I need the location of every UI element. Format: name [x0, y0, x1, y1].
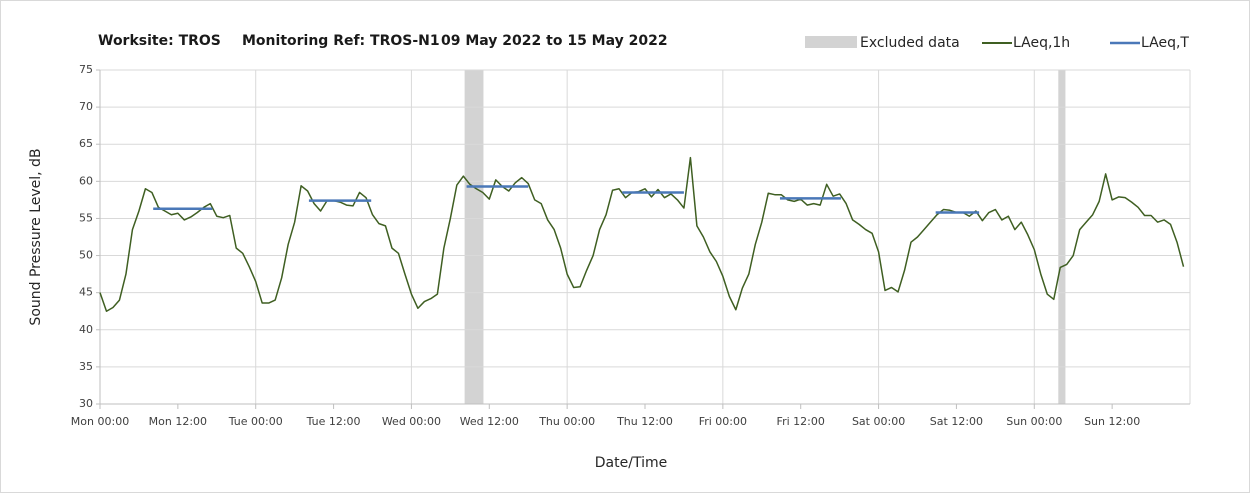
- y-tick-label: 40: [79, 323, 93, 336]
- legend-label: LAeq,T: [1141, 35, 1189, 51]
- x-tick-label: Fri 12:00: [777, 415, 825, 428]
- chart-title: 09 May 2022 to 15 May 2022: [441, 33, 668, 49]
- y-tick-label: 45: [79, 286, 93, 299]
- x-tick-label: Tue 12:00: [306, 415, 361, 428]
- excluded-band: [1058, 70, 1066, 404]
- x-tick-label: Tue 00:00: [228, 415, 283, 428]
- y-tick-label: 65: [79, 137, 93, 150]
- x-tick-label: Mon 00:00: [71, 415, 129, 428]
- y-tick-label: 55: [79, 211, 93, 224]
- x-tick-label: Wed 00:00: [382, 415, 441, 428]
- y-tick-label: 75: [79, 63, 93, 76]
- x-tick-label: Thu 00:00: [538, 415, 595, 428]
- legend-label: Excluded data: [860, 35, 960, 51]
- x-tick-label: Mon 12:00: [149, 415, 207, 428]
- chart-title: Worksite: TROS: [98, 33, 221, 49]
- y-tick-label: 35: [79, 360, 93, 373]
- chart-title: Monitoring Ref: TROS-N1: [242, 33, 440, 49]
- x-tick-label: Sat 00:00: [852, 415, 905, 428]
- series-line: [99, 156, 1185, 312]
- x-tick-label: Sat 12:00: [930, 415, 983, 428]
- x-axis-label: Date/Time: [595, 455, 667, 471]
- legend-swatch: [805, 36, 857, 48]
- x-tick-label: Thu 12:00: [616, 415, 673, 428]
- x-tick-label: Sun 00:00: [1006, 415, 1062, 428]
- y-tick-label: 70: [79, 100, 93, 113]
- y-axis-label: Sound Pressure Level, dB: [28, 148, 44, 325]
- y-tick-label: 60: [79, 174, 93, 187]
- legend-label: LAeq,1h: [1013, 35, 1070, 51]
- y-tick-label: 50: [79, 249, 93, 262]
- x-tick-label: Sun 12:00: [1084, 415, 1140, 428]
- x-tick-label: Fri 00:00: [699, 415, 747, 428]
- y-tick-label: 30: [79, 397, 93, 410]
- excluded-band: [464, 70, 484, 404]
- x-tick-label: Wed 12:00: [460, 415, 519, 428]
